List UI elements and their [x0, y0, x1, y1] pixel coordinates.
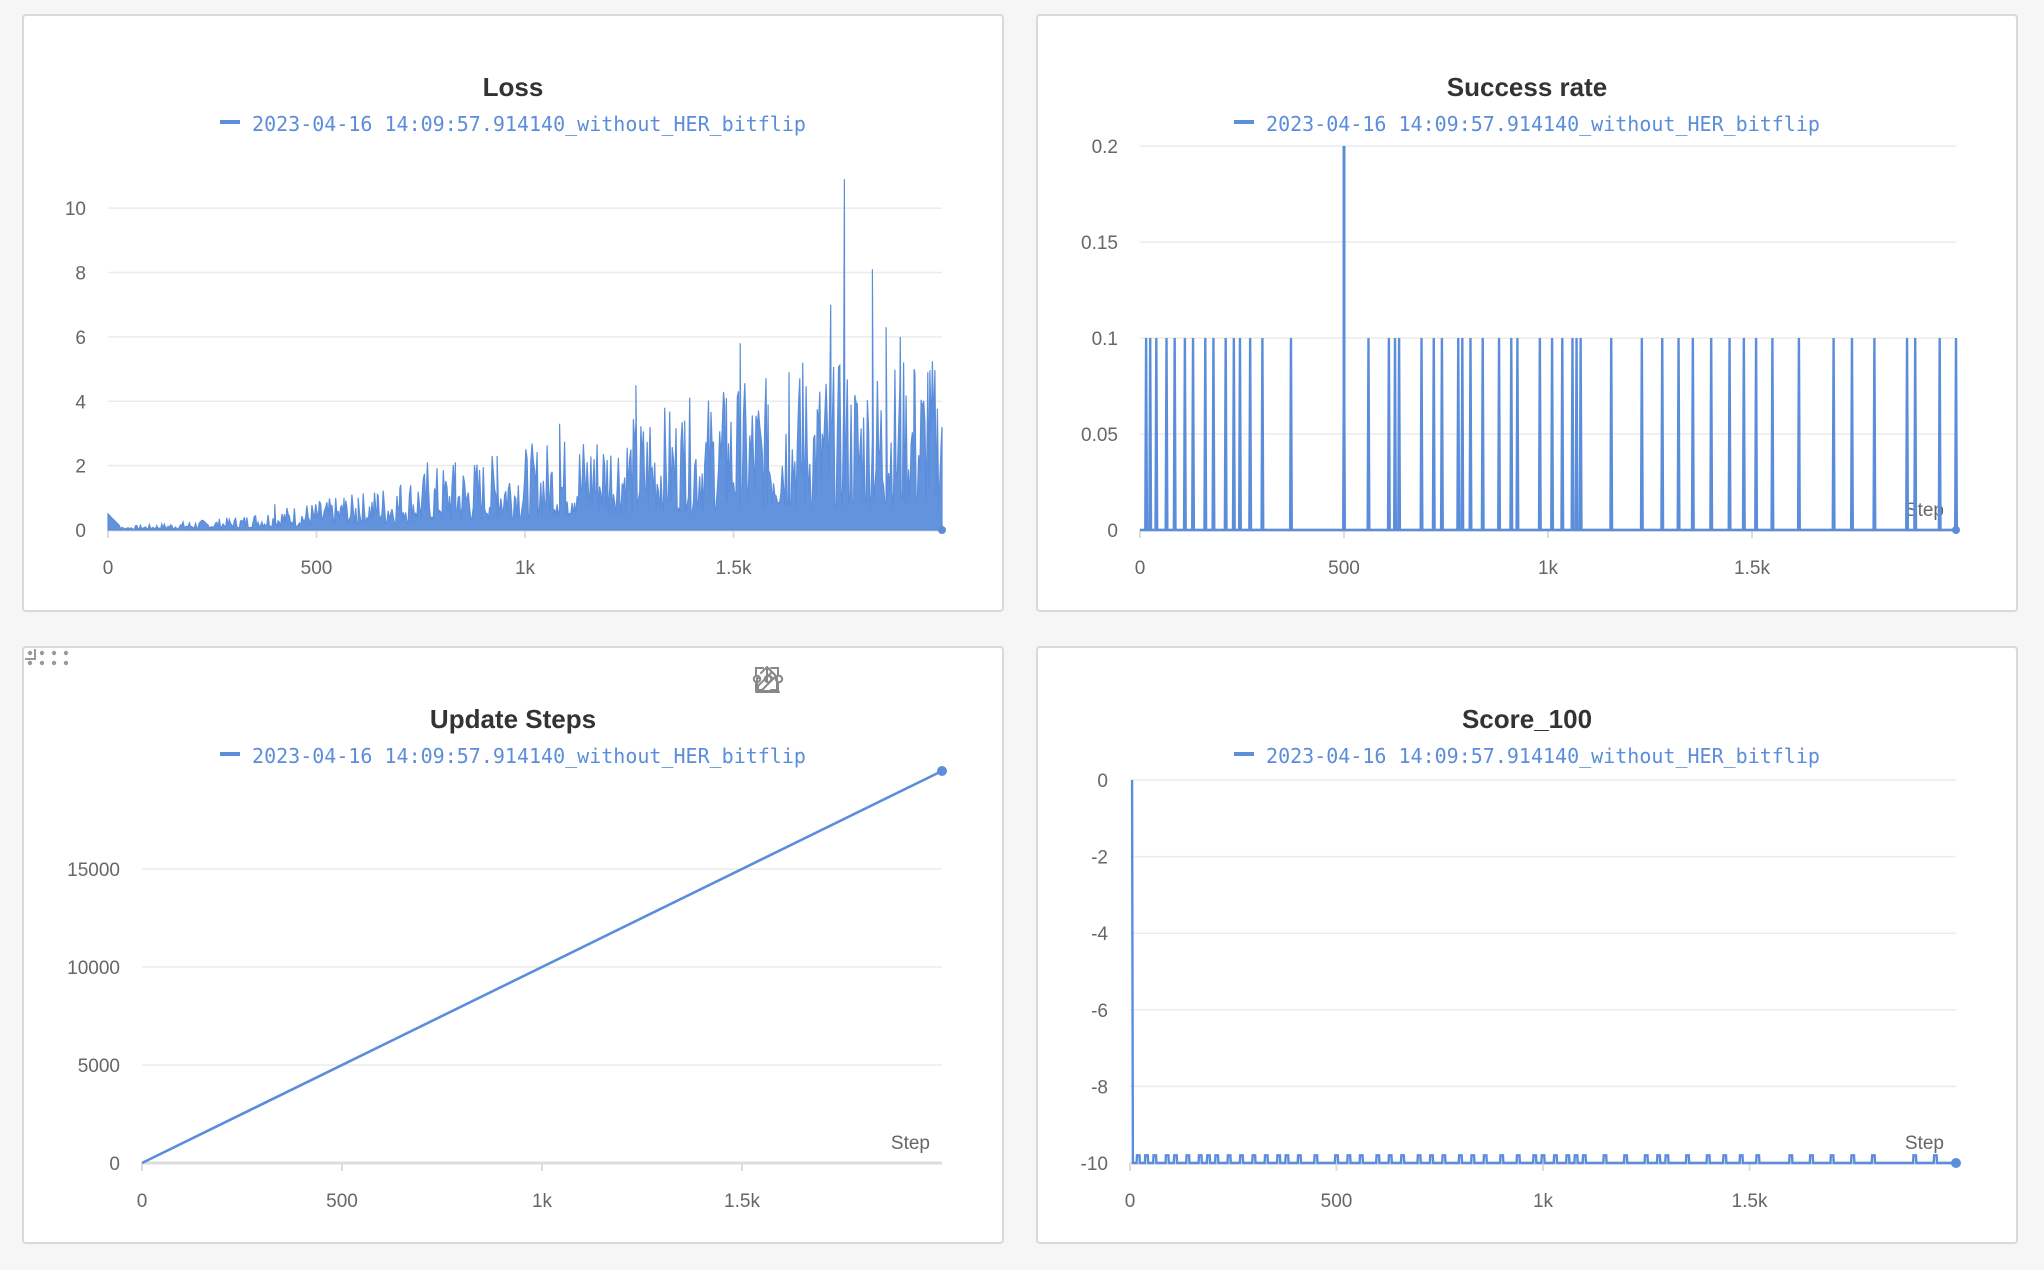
update-steps-x-tick-label: 0	[137, 1191, 148, 1212]
more-options-button[interactable]	[752, 664, 984, 704]
loss-y-tick-label: 2	[75, 457, 86, 478]
score-x-tick-label: 0	[1125, 1191, 1136, 1212]
legend-swatch-icon	[220, 751, 241, 756]
success-rate-panel: 0 0.05 0.1 0.15 0.2 0 500 1k 1.5k Step Success ra…	[1036, 14, 2018, 612]
drag-handle-icon[interactable]	[24, 648, 72, 668]
score-y-tick-label: 0	[1097, 771, 1108, 792]
loss-end-point	[938, 526, 946, 534]
update-steps-x-axis-label: Step	[891, 1133, 930, 1154]
update-steps-chart-title: Update Steps	[429, 704, 597, 734]
success-rate-y-tick-label: 0.05	[1081, 425, 1118, 446]
panel-toolbar	[752, 664, 984, 704]
more-options-icon	[752, 674, 784, 684]
success-rate-y-tick-label: 0	[1107, 521, 1118, 542]
fullscreen-icon	[755, 667, 779, 691]
update-steps-legend[interactable]: 2023-04-16 14:09:57.914140_without_HER_b…	[24, 744, 1002, 768]
score-chart-title: Score_100	[1461, 704, 1593, 734]
loss-x-tick-label: 1k	[515, 558, 536, 579]
loss-y-tick-label: 4	[75, 392, 86, 413]
loss-panel: 0 2 4 6 8 10 0 500 1k 1.5k Loss 2023-04-16 14:09:…	[22, 14, 1004, 612]
success-rate-y-tick-label: 0.1	[1092, 329, 1118, 350]
update-steps-y-tick-label: 0	[109, 1154, 120, 1175]
loss-series-line	[107, 179, 943, 531]
update-steps-y-tick-label: 15000	[67, 860, 120, 881]
score-legend-label: 2023-04-16 14:09:57.914140_without_HER_b…	[1266, 744, 1820, 768]
score-y-tick-label: -8	[1091, 1077, 1108, 1098]
update-steps-end-point	[937, 766, 947, 776]
update-steps-legend-label: 2023-04-16 14:09:57.914140_without_HER_b…	[252, 744, 806, 768]
score-x-tick-label: 1.5k	[1732, 1191, 1768, 1212]
loss-y-tick-label: 6	[75, 328, 86, 349]
score-legend[interactable]: 2023-04-16 14:09:57.914140_without_HER_b…	[1038, 744, 2016, 768]
legend-swatch-icon	[220, 119, 241, 124]
loss-legend-label: 2023-04-16 14:09:57.914140_without_HER_b…	[252, 112, 806, 136]
legend-swatch-icon	[1234, 119, 1255, 124]
loss-x-tick-label: 1.5k	[716, 558, 752, 579]
success-rate-x-tick-label: 1.5k	[1734, 558, 1770, 579]
success-rate-x-tick-label: 0	[1135, 558, 1146, 579]
update-steps-x-tick-label: 500	[326, 1191, 358, 1212]
update-steps-panel: 0 5000 10000 15000 0 500 1k 1.5k Step Update Ste…	[22, 646, 1004, 1244]
loss-chart: 0 2 4 6 8 10 0 500 1k 1.5k	[65, 179, 946, 579]
success-rate-series-line	[1140, 337, 1959, 532]
fullscreen-button[interactable]	[755, 664, 920, 704]
legend-swatch-icon	[1234, 751, 1255, 756]
score-chart: 0 -2 -4 -6 -8 -10 0 500 1k 1.5k Step	[1081, 771, 1961, 1212]
success-rate-y-tick-label: 0.15	[1081, 233, 1118, 254]
success-rate-x-tick-label: 1k	[1538, 558, 1559, 579]
success-rate-legend-label: 2023-04-16 14:09:57.914140_without_HER_b…	[1266, 112, 1820, 136]
update-steps-series-line	[141, 769, 943, 1165]
success-rate-end-point	[1952, 526, 1960, 534]
success-rate-x-tick-label: 500	[1328, 558, 1360, 579]
loss-y-tick-label: 10	[65, 199, 86, 220]
edit-button[interactable]	[755, 664, 856, 704]
update-steps-y-tick-label: 10000	[67, 958, 120, 979]
score-panel: 0 -2 -4 -6 -8 -10 0 500 1k 1.5k Step Score_100 202…	[1036, 646, 2018, 1244]
success-rate-y-tick-label: 0.2	[1092, 137, 1118, 158]
score-series-line	[1130, 779, 1956, 1165]
loss-x-tick-label: 0	[103, 558, 114, 579]
score-x-axis-label: Step	[1905, 1133, 1944, 1154]
score-x-tick-label: 1k	[1533, 1191, 1554, 1212]
score-y-tick-label: -2	[1091, 848, 1108, 869]
loss-y-tick-label: 0	[75, 521, 86, 542]
loss-y-tick-label: 8	[75, 264, 86, 285]
success-rate-legend[interactable]: 2023-04-16 14:09:57.914140_without_HER_b…	[1038, 112, 2016, 136]
update-steps-y-tick-label: 5000	[78, 1056, 120, 1077]
score-y-tick-label: -10	[1081, 1154, 1108, 1175]
score-y-tick-label: -6	[1091, 1001, 1108, 1022]
score-x-tick-label: 500	[1321, 1191, 1353, 1212]
update-steps-chart: 0 5000 10000 15000 0 500 1k 1.5k Step	[67, 766, 947, 1212]
success-rate-chart-title: Success rate	[1446, 72, 1608, 102]
update-steps-x-tick-label: 1k	[532, 1191, 553, 1212]
loss-chart-title: Loss	[482, 72, 544, 102]
update-steps-x-tick-label: 1.5k	[724, 1191, 760, 1212]
score-y-tick-label: -4	[1091, 924, 1108, 945]
loss-x-tick-label: 500	[301, 558, 333, 579]
score-end-point	[1951, 1158, 1961, 1168]
loss-legend[interactable]: 2023-04-16 14:09:57.914140_without_HER_b…	[24, 112, 1002, 136]
resize-handle-icon[interactable]	[24, 648, 36, 660]
